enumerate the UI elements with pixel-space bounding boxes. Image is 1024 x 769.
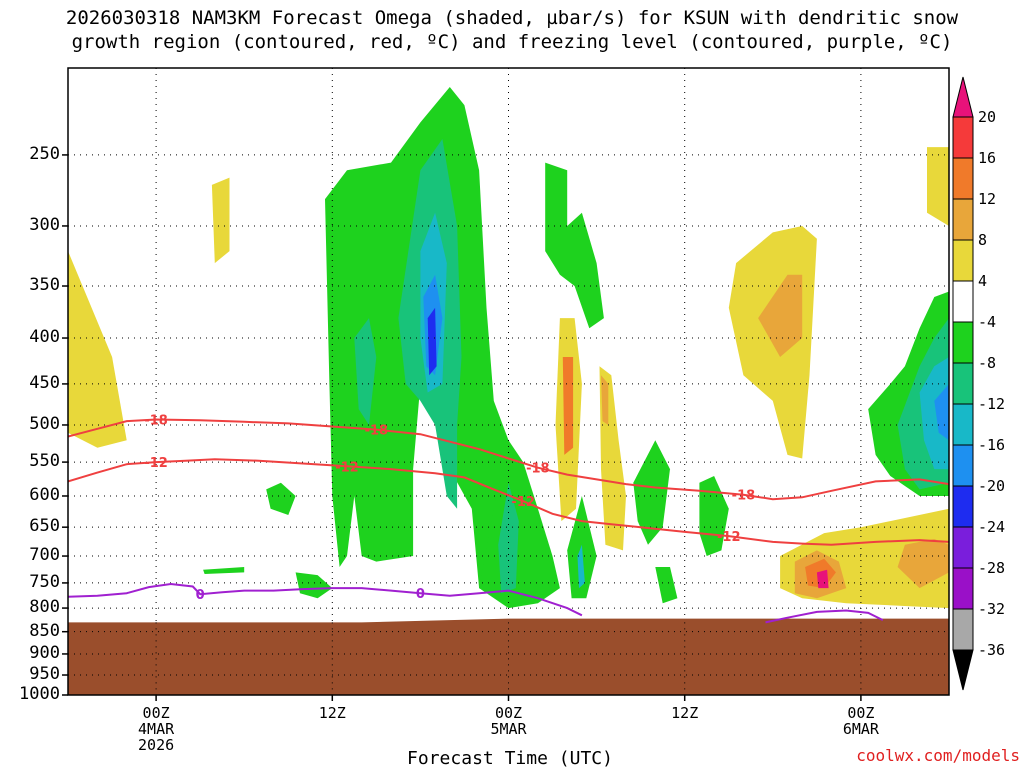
contour-line bbox=[765, 609, 884, 624]
colorbar-bin bbox=[952, 157, 974, 200]
colorbar bbox=[952, 76, 974, 691]
colorbar-tick-label: -16 bbox=[978, 436, 1006, 454]
contour-label: -12 bbox=[335, 460, 359, 475]
colorbar-bin bbox=[952, 403, 974, 446]
omega-region bbox=[927, 147, 949, 226]
omega-region bbox=[295, 572, 333, 599]
y-tick-label: 250 bbox=[29, 143, 60, 164]
omega-region bbox=[934, 383, 949, 441]
colorbar-bin bbox=[952, 444, 974, 487]
colorbar-bin bbox=[952, 280, 974, 323]
y-tick-label: 500 bbox=[29, 413, 60, 434]
colorbar-tick-label: -8 bbox=[978, 354, 997, 372]
colorbar-bin bbox=[952, 321, 974, 364]
colorbar-tick-label: -24 bbox=[978, 518, 1006, 536]
chart-title-line2: growth region (contoured, red, ºC) and f… bbox=[71, 31, 953, 53]
x-tick-label: 12Z bbox=[318, 704, 346, 722]
colorbar-tick-label: 8 bbox=[978, 231, 988, 249]
colorbar-tick-label: -12 bbox=[978, 395, 1006, 413]
terrain-layer bbox=[68, 618, 949, 695]
y-tick-label: 400 bbox=[29, 327, 60, 348]
contour-label: -12 bbox=[717, 530, 741, 545]
omega-region bbox=[633, 440, 670, 545]
site-credit-link[interactable]: coolwx.com/models bbox=[856, 746, 1020, 765]
y-tick-label: 700 bbox=[29, 545, 60, 566]
colorbar-tick-label: -32 bbox=[978, 600, 1006, 618]
colorbar-tick-label: 20 bbox=[978, 108, 997, 126]
colorbar-bin bbox=[952, 362, 974, 405]
omega-region bbox=[545, 162, 604, 329]
omega-region bbox=[897, 539, 949, 589]
x-axis-title: Forecast Time (UTC) bbox=[407, 748, 613, 769]
colorbar-bin bbox=[952, 608, 974, 651]
omega-region bbox=[601, 375, 609, 425]
y-tick-label: 350 bbox=[29, 275, 60, 295]
axis-ticks bbox=[62, 154, 862, 701]
omega-region bbox=[577, 544, 585, 589]
omega-region bbox=[919, 357, 949, 470]
omega-region bbox=[211, 177, 230, 264]
colorbar-tick-label: -4 bbox=[978, 313, 997, 331]
omega-region bbox=[498, 482, 519, 594]
omega-region bbox=[562, 357, 574, 455]
colorbar-bin bbox=[952, 116, 974, 159]
colorbar-max-arrow bbox=[952, 76, 974, 118]
omega-region bbox=[354, 318, 377, 425]
chart-title-line1: 2026030318 NAM3KM Forecast Omega (shaded… bbox=[65, 7, 959, 29]
y-tick-label: 900 bbox=[29, 642, 60, 663]
terrain-fill bbox=[68, 618, 949, 695]
y-tick-label: 800 bbox=[29, 597, 60, 618]
x-tick-label: 12Z bbox=[671, 704, 699, 722]
x-tick-label: 00Z 5MAR bbox=[490, 704, 527, 738]
y-tick-label: 750 bbox=[29, 571, 60, 592]
contour-line bbox=[68, 582, 583, 617]
colorbar-tick-label: -28 bbox=[978, 559, 1006, 577]
contour-line bbox=[68, 458, 949, 546]
omega-region bbox=[479, 440, 560, 609]
omega-shading-layer bbox=[68, 87, 949, 609]
omega-region bbox=[203, 567, 245, 574]
contour-label: 0 bbox=[196, 588, 205, 603]
omega-region bbox=[816, 569, 829, 589]
contour-label: -18 bbox=[144, 413, 168, 428]
colorbar-min-arrow bbox=[952, 649, 974, 691]
x-tick-label: 00Z 4MAR 2026 bbox=[138, 704, 175, 754]
colorbar-tick-label: 12 bbox=[978, 190, 997, 208]
contour-layer: -18 -18 -18 -18 -12 -12 -12 -12 0 0 bbox=[68, 413, 949, 624]
colorbar-bin bbox=[952, 198, 974, 241]
omega-region bbox=[758, 274, 803, 357]
omega-region bbox=[655, 567, 678, 604]
y-tick-label: 300 bbox=[29, 214, 60, 235]
omega-region bbox=[68, 251, 127, 448]
colorbar-bin bbox=[952, 526, 974, 569]
colorbar-tick-label: 16 bbox=[978, 149, 997, 167]
contour-label: 0 bbox=[416, 587, 425, 602]
colorbar-tick-label: -36 bbox=[978, 641, 1006, 659]
omega-region bbox=[266, 482, 296, 515]
colorbar-tick-label: 4 bbox=[978, 272, 988, 290]
contour-label: -18 bbox=[365, 424, 389, 439]
y-tick-label: 600 bbox=[29, 484, 60, 505]
contour-label: -18 bbox=[526, 462, 550, 477]
y-tick-label: 450 bbox=[29, 372, 60, 393]
contour-label: -12 bbox=[144, 456, 168, 471]
colorbar-bin bbox=[952, 567, 974, 610]
colorbar-bin bbox=[952, 485, 974, 528]
colorbar-tick-label: -20 bbox=[978, 477, 1006, 495]
y-tick-label: 950 bbox=[29, 664, 60, 685]
x-tick-label: 00Z 6MAR bbox=[842, 704, 879, 738]
colorbar-bin bbox=[952, 239, 974, 282]
y-tick-label: 1000 bbox=[19, 684, 60, 704]
contour-label: -18 bbox=[732, 489, 756, 504]
contour-line bbox=[68, 418, 949, 501]
y-tick-label: 850 bbox=[29, 620, 60, 641]
contour-label: -12 bbox=[511, 495, 535, 510]
y-tick-label: 650 bbox=[29, 516, 60, 537]
y-tick-label: 550 bbox=[29, 451, 60, 472]
omega-region bbox=[427, 307, 437, 376]
